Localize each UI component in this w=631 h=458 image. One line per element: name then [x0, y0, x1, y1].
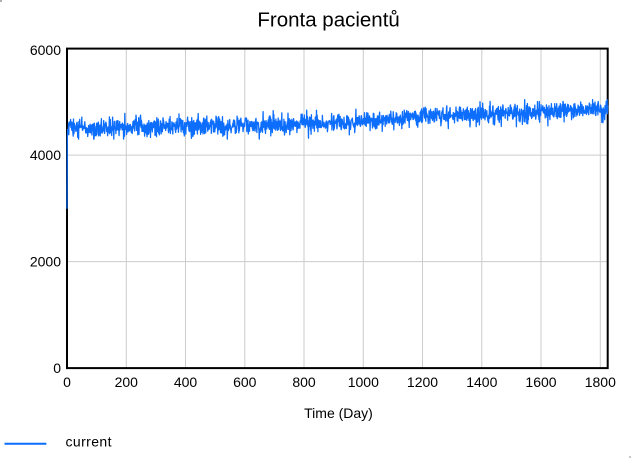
- svg-text:1200: 1200: [407, 374, 438, 390]
- svg-text:4000: 4000: [30, 147, 61, 163]
- svg-text:6000: 6000: [30, 42, 61, 58]
- svg-text:2000: 2000: [30, 254, 61, 270]
- svg-text:0: 0: [53, 360, 61, 376]
- svg-text:600: 600: [233, 374, 257, 390]
- svg-text:Fronta pacientů: Fronta pacientů: [257, 9, 399, 32]
- svg-text:Time (Day): Time (Day): [304, 405, 373, 421]
- svg-text:current: current: [66, 433, 112, 449]
- svg-text:800: 800: [292, 374, 316, 390]
- svg-text:200: 200: [115, 374, 139, 390]
- svg-text:1600: 1600: [525, 374, 556, 390]
- svg-text:1400: 1400: [466, 374, 497, 390]
- svg-text:1000: 1000: [348, 374, 379, 390]
- svg-text:400: 400: [174, 374, 198, 390]
- svg-text:0: 0: [63, 374, 71, 390]
- svg-text:1800: 1800: [585, 374, 616, 390]
